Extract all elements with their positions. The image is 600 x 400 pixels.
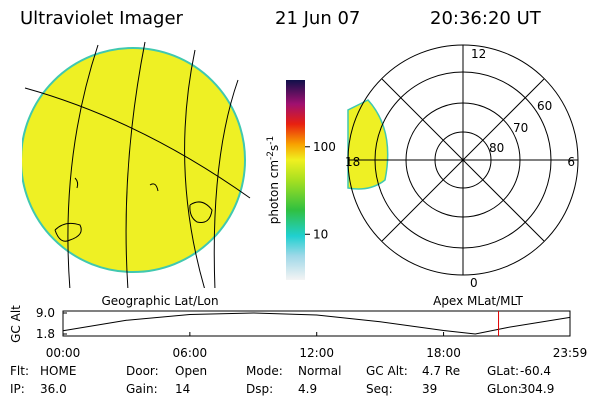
footer-value: 14 (175, 382, 190, 396)
title: Ultraviolet Imager (20, 8, 184, 29)
footer-value: 4.9 (298, 382, 317, 396)
colorbar (286, 80, 305, 280)
mlt-label: 12 (471, 47, 486, 61)
footer-label: GLat: (487, 364, 519, 378)
footer-label: Mode: (246, 364, 283, 378)
mlt-label: 18 (345, 155, 360, 169)
footer-label: GLon: (487, 382, 522, 396)
date: 21 Jun 07 (275, 8, 360, 29)
footer-value: Normal (298, 364, 341, 378)
y-tick-label: 1.8 (36, 327, 55, 341)
colorbar-tick-label: 100 (313, 140, 336, 154)
mlat-label: 60 (537, 99, 552, 113)
footer-value: 39 (422, 382, 437, 396)
altitude-curve (62, 312, 571, 335)
footer-value: -60.4 (520, 364, 551, 378)
footer-value: 304.9 (520, 382, 554, 396)
mlat-label: 70 (513, 121, 528, 135)
footer-label: Door: (126, 364, 159, 378)
x-tick-label: 18:00 (426, 346, 461, 360)
mlat-label: 80 (489, 141, 504, 155)
footer-value: HOME (40, 364, 76, 378)
polar-plot (347, 44, 579, 276)
x-tick-label: 00:00 (46, 346, 81, 360)
colorbar-label: photon cm-2s-1 (266, 136, 281, 225)
panel-label: Geographic Lat/Lon (101, 294, 218, 308)
colorbar-tick-label: 10 (313, 227, 328, 241)
footer-label: IP: (10, 382, 25, 396)
footer-label: Dsp: (246, 382, 273, 396)
earth-image (22, 41, 251, 288)
x-tick-label: 12:00 (299, 346, 334, 360)
altitude-label: GC Alt (9, 305, 23, 343)
footer-label: Seq: (366, 382, 393, 396)
footer-value: Open (175, 364, 207, 378)
footer-label: Flt: (10, 364, 29, 378)
footer-value: 36.0 (40, 382, 67, 396)
mlt-label: 6 (567, 155, 575, 169)
mlt-label: 0 (470, 276, 478, 290)
footer-value: 4.7 Re (422, 364, 460, 378)
footer-label: Gain: (126, 382, 158, 396)
x-tick-label: 23:59 (553, 346, 588, 360)
y-tick-label: 9.0 (36, 306, 55, 320)
footer-label: GC Alt: (366, 364, 408, 378)
time: 20:36:20 UT (430, 8, 542, 29)
x-tick-label: 06:00 (173, 346, 208, 360)
panel-label: Apex MLat/MLT (433, 294, 523, 308)
